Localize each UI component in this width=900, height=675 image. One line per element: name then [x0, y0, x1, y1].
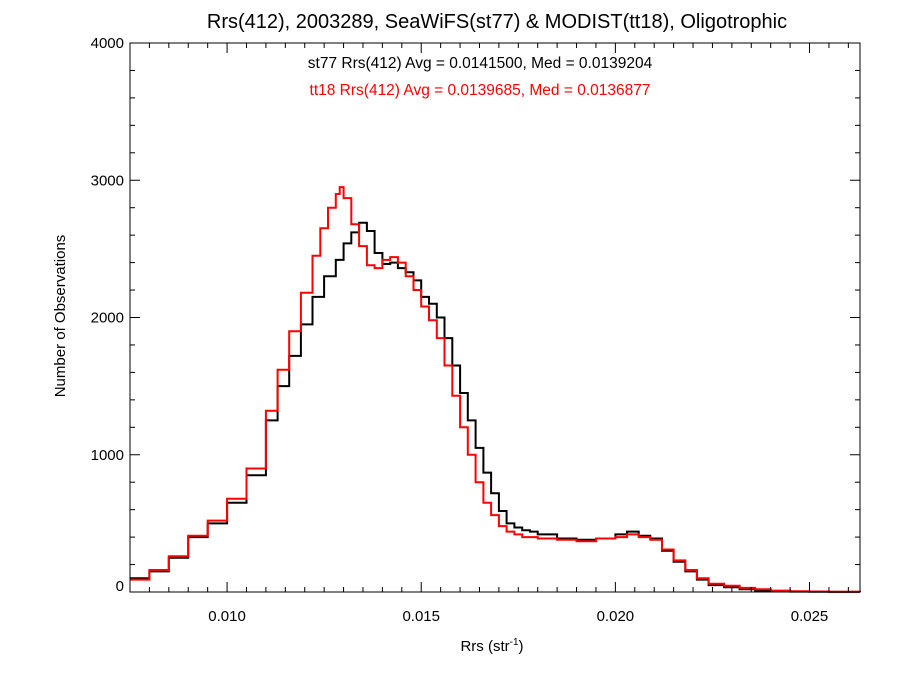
plot-frame: [129, 42, 861, 593]
y-tick-label: 4000: [91, 35, 124, 52]
x-tick-label: 0.025: [791, 608, 829, 625]
chart-title: Rrs(412), 2003289, SeaWiFS(st77) & MODIS…: [207, 11, 787, 33]
series-layer: [130, 186, 861, 593]
x-axis-label-close: ): [519, 638, 524, 655]
tt18-stats-annotation: tt18 Rrs(412) Avg = 0.0139685, Med = 0.0…: [310, 82, 651, 99]
st77-stats-annotation: st77 Rrs(412) Avg = 0.0141500, Med = 0.0…: [308, 55, 653, 72]
y-tick-label: 3000: [91, 172, 124, 189]
series-line-0: [130, 221, 861, 593]
y-axis-label: Number of Observations: [52, 235, 69, 398]
x-tick-label: 0.020: [597, 608, 635, 625]
x-axis-label-base: Rrs (str: [460, 638, 509, 655]
x-tick-label: 0.010: [208, 608, 246, 625]
y-axis: 0 1000 2000 3000 4000: [91, 35, 860, 595]
y-tick-label: 0: [116, 578, 124, 595]
y-tick-label: 1000: [91, 447, 124, 464]
x-axis: 0.010 0.015 0.020 0.025: [129, 43, 849, 625]
x-axis-label-sup: -1: [510, 637, 519, 648]
x-tick-label: 0.015: [402, 608, 440, 625]
series-line-1: [130, 186, 861, 593]
x-axis-label: Rrs (str-1): [460, 637, 523, 655]
y-tick-label: 2000: [91, 310, 124, 327]
